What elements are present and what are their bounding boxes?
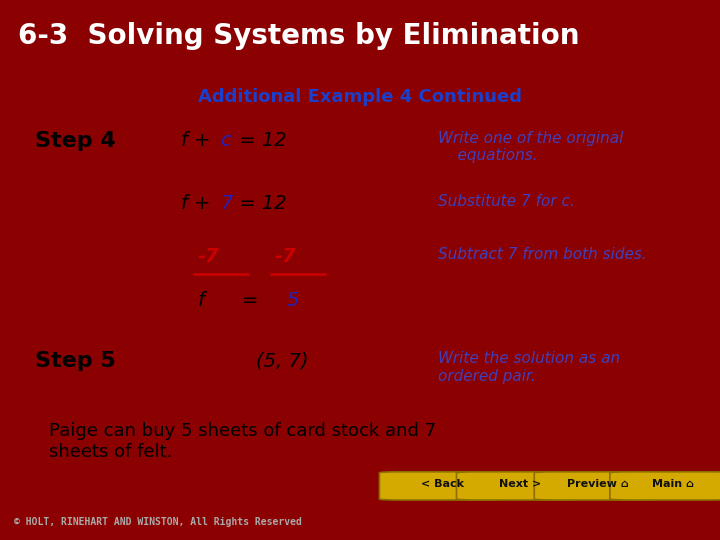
- Text: 7: 7: [220, 194, 233, 213]
- Text: (5, 7): (5, 7): [256, 351, 308, 370]
- Text: c: c: [220, 131, 230, 150]
- FancyBboxPatch shape: [534, 472, 655, 500]
- Text: © HOLT, RINEHART AND WINSTON, All Rights Reserved: © HOLT, RINEHART AND WINSTON, All Rights…: [14, 517, 302, 526]
- Text: Subtract 7 from both sides.: Subtract 7 from both sides.: [438, 247, 647, 262]
- Text: Substitute 7 for c.: Substitute 7 for c.: [438, 194, 575, 209]
- Text: Write the solution as an
ordered pair.: Write the solution as an ordered pair.: [438, 351, 620, 383]
- Text: -7: -7: [197, 247, 220, 266]
- Text: 5: 5: [287, 291, 299, 310]
- Text: < Back: < Back: [421, 479, 464, 489]
- Text: 6-3  Solving Systems by Elimination: 6-3 Solving Systems by Elimination: [18, 22, 580, 50]
- FancyBboxPatch shape: [456, 472, 577, 500]
- Text: f +: f +: [181, 194, 217, 213]
- Text: Next >: Next >: [499, 479, 541, 489]
- Text: -7: -7: [274, 247, 296, 266]
- Text: = 12: = 12: [233, 131, 287, 150]
- Text: Additional Example 4 Continued: Additional Example 4 Continued: [198, 87, 522, 106]
- Text: Preview ⌂: Preview ⌂: [567, 479, 629, 489]
- Text: = 12: = 12: [233, 194, 287, 213]
- Text: Step 5: Step 5: [35, 351, 116, 371]
- FancyBboxPatch shape: [610, 472, 720, 500]
- Text: f +: f +: [181, 131, 217, 150]
- Text: f: f: [197, 291, 204, 310]
- Text: Write one of the original
    equations.: Write one of the original equations.: [438, 131, 624, 164]
- FancyBboxPatch shape: [379, 472, 500, 500]
- Text: =: =: [241, 291, 264, 310]
- Text: Main ⌂: Main ⌂: [652, 479, 694, 489]
- Text: Paige can buy 5 sheets of card stock and 7
sheets of felt.: Paige can buy 5 sheets of card stock and…: [49, 422, 436, 461]
- Text: Step 4: Step 4: [35, 131, 116, 151]
